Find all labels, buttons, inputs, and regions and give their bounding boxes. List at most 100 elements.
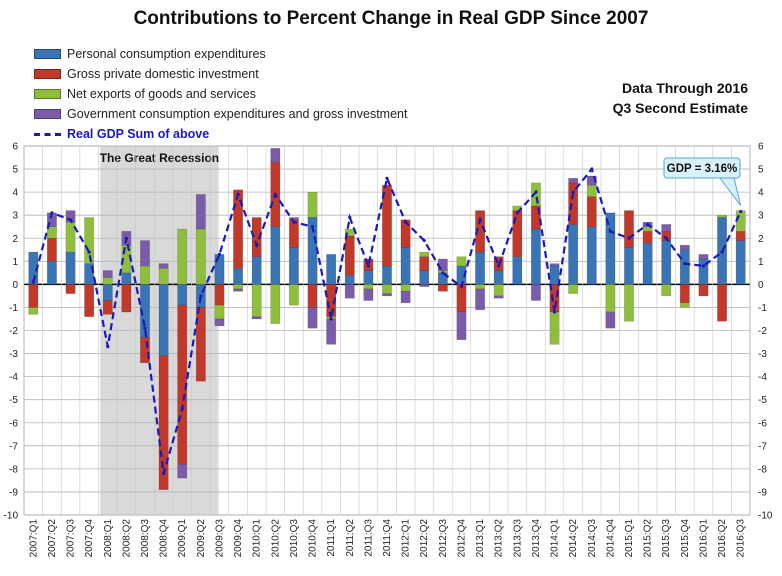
gdp-point — [515, 211, 519, 215]
bar-segment-government — [177, 464, 188, 479]
gdp-point — [106, 345, 110, 349]
bar-segment-net-exports — [586, 184, 597, 197]
legend-label-government: Government consumption expenditures and … — [67, 107, 408, 121]
x-tick-label: 2010:Q1 — [252, 519, 263, 558]
bar-segment-net-exports — [214, 304, 225, 320]
bar-segment-investment — [679, 284, 690, 304]
bar-segment-pce — [177, 284, 188, 306]
bar-segment-pce — [661, 240, 672, 285]
bar-segment-government — [307, 307, 318, 329]
bar-segment-government — [214, 318, 225, 327]
bar-segment-government — [493, 295, 504, 299]
bar-segment-investment — [233, 189, 243, 269]
bar-segment-investment — [382, 184, 392, 267]
bar-segment-investment — [512, 210, 523, 257]
y-tick-right: 2 — [758, 234, 764, 245]
legend-item-pce: Personal consumption expenditures — [34, 44, 407, 64]
x-tick-label: 2009:Q2 — [196, 519, 207, 558]
bar-segment-government — [456, 311, 467, 340]
bar-segment-net-exports — [195, 228, 206, 285]
callout-label: GDP = 3.16% — [667, 163, 737, 175]
legend-label-gdp: Real GDP Sum of above — [67, 127, 210, 141]
gdp-line — [32, 166, 742, 474]
bar-segment-government — [605, 311, 616, 329]
y-tick-left: -6 — [9, 418, 18, 429]
y-tick-left: -4 — [9, 372, 18, 383]
legend-label-investment: Gross private domestic investment — [67, 67, 259, 81]
bar-segment-government — [531, 284, 541, 301]
gdp-point — [31, 280, 35, 284]
bar-segment-pce — [586, 226, 597, 285]
bar-segment-government — [195, 194, 206, 230]
bar-segment-investment — [65, 284, 76, 294]
bar-segment-pce — [531, 228, 541, 285]
y-tick-left: -1 — [9, 303, 18, 314]
bar-segment-pce — [549, 265, 560, 285]
bar-segment-pce — [289, 247, 299, 285]
gdp-point — [124, 236, 128, 240]
gdp-point — [162, 471, 166, 476]
x-tick-label: 2016:Q3 — [736, 519, 747, 558]
bar-segment-net-exports — [605, 284, 616, 313]
legend-swatch-investment — [34, 69, 61, 79]
y-tick-left: 4 — [12, 188, 18, 199]
gdp-point — [292, 220, 296, 224]
bar-segment-investment — [624, 210, 634, 248]
bar-segment-government — [326, 318, 337, 345]
gdp-point — [627, 236, 631, 240]
bar-segment-net-exports — [233, 284, 243, 290]
legend-label-net-exports: Net exports of goods and services — [67, 87, 256, 101]
x-tick-label: 2012:Q3 — [438, 519, 449, 558]
y-tick-left: -7 — [9, 441, 18, 452]
legend-item-government: Government consumption expenditures and … — [34, 104, 407, 124]
gdp-point — [497, 264, 501, 268]
y-tick-right: -10 — [758, 511, 773, 522]
y-tick-left: 5 — [12, 165, 18, 176]
legend: Personal consumption expenditures Gross … — [34, 44, 407, 144]
gdp-point — [720, 250, 724, 254]
y-tick-right: -6 — [758, 418, 767, 429]
x-tick-label: 2009:Q1 — [177, 519, 188, 558]
y-tick-right: -4 — [758, 372, 767, 383]
y-tick-left: 3 — [12, 211, 18, 222]
bar-segment-net-exports — [549, 311, 560, 345]
y-tick-right: -8 — [758, 464, 767, 475]
x-tick-label: 2015:Q1 — [624, 519, 635, 558]
gdp-point — [68, 218, 73, 222]
recession-label: The Great Recession — [100, 151, 219, 165]
bar-segment-government — [679, 244, 690, 251]
y-tick-left: -2 — [9, 326, 18, 337]
gdp-point — [385, 176, 389, 180]
bar-segment-government — [698, 254, 709, 260]
y-tick-right: 4 — [758, 188, 764, 199]
x-tick-label: 2015:Q2 — [643, 519, 654, 558]
bar-segment-pce — [251, 256, 262, 285]
bar-segment-government — [158, 263, 169, 269]
bar-segment-net-exports — [382, 284, 392, 294]
data-note-line1: Data Through 2016 — [621, 80, 748, 96]
gdp-point — [441, 271, 445, 275]
bar-segment-investment — [47, 238, 57, 262]
bar-segment-net-exports — [456, 256, 467, 267]
bar-segment-government — [661, 224, 672, 232]
gdp-point — [590, 167, 594, 171]
bar-segment-pce — [65, 251, 76, 285]
bar-segment-pce — [270, 226, 281, 285]
legend-dash-gdp — [34, 132, 61, 136]
x-tick-label: 2010:Q3 — [289, 519, 300, 558]
bar-segment-net-exports — [661, 284, 672, 297]
bar-segment-government — [363, 288, 374, 301]
x-tick-label: 2014:Q3 — [587, 519, 598, 558]
x-tick-label: 2011:Q2 — [345, 519, 356, 557]
gdp-point — [87, 250, 91, 254]
y-tick-right: 5 — [758, 165, 764, 176]
legend-item-gdp-line: Real GDP Sum of above — [34, 124, 407, 144]
y-tick-right: -5 — [758, 395, 767, 406]
bar-segment-net-exports — [177, 228, 188, 285]
x-tick-label: 2011:Q1 — [326, 519, 337, 557]
bar-segment-government — [289, 217, 299, 221]
gdp-point — [552, 310, 557, 314]
gdp-point — [478, 218, 482, 222]
bar-segment-investment — [419, 256, 430, 271]
bar-segment-net-exports — [307, 191, 318, 218]
